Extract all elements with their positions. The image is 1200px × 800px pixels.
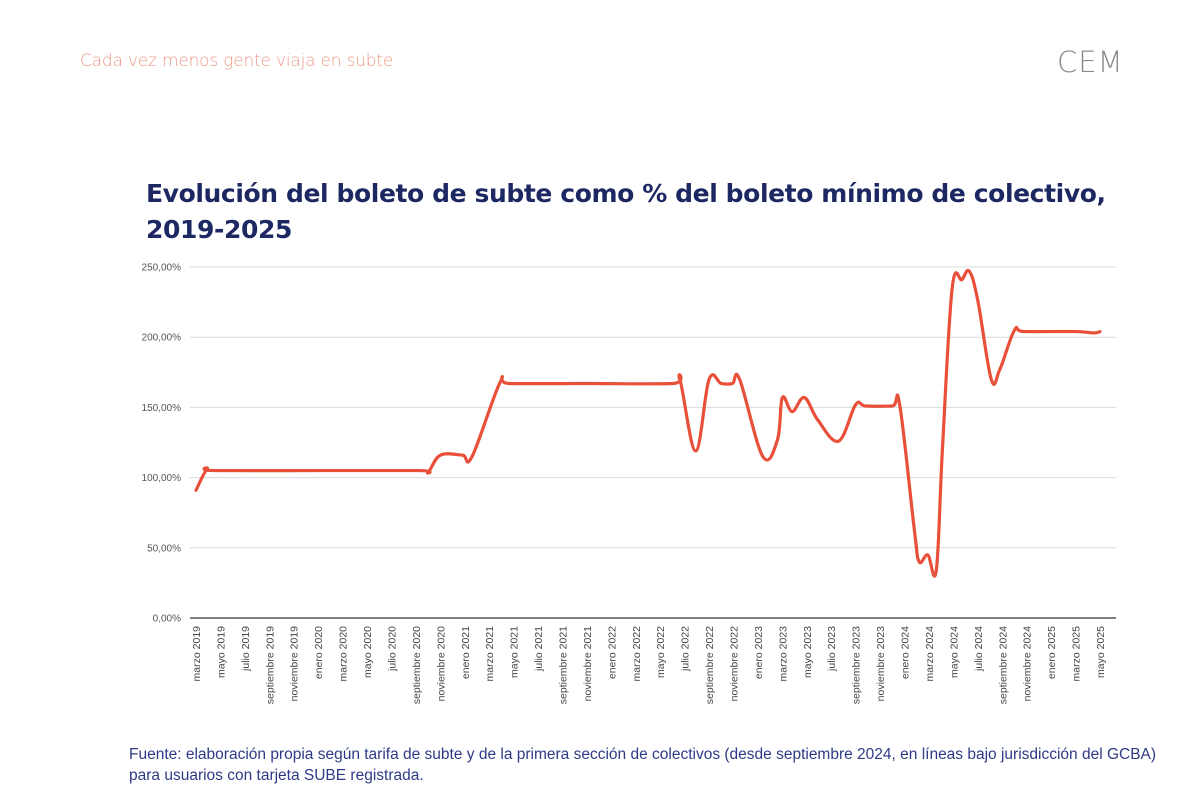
x-tick-label: marzo 2025 — [1071, 626, 1083, 682]
x-tick-label: mayo 2019 — [215, 626, 227, 678]
x-tick-label: marzo 2022 — [631, 626, 643, 682]
section-subtitle: Cada vez menos gente viaja en subte — [80, 51, 394, 71]
x-tick-label: mayo 2021 — [509, 626, 521, 678]
x-tick-label: julio 2023 — [826, 626, 838, 672]
x-tick-label: marzo 2024 — [924, 626, 936, 682]
x-tick-label: mayo 2022 — [655, 626, 667, 678]
x-tick-label: julio 2021 — [533, 626, 545, 672]
x-tick-label: septiembre 2021 — [557, 626, 569, 704]
x-tick-label: noviembre 2019 — [289, 626, 301, 701]
x-tick-label: mayo 2023 — [802, 626, 814, 678]
x-tick-label: noviembre 2022 — [729, 626, 741, 701]
x-tick-label: julio 2024 — [973, 626, 985, 672]
x-tick-label: noviembre 2023 — [875, 626, 887, 701]
x-tick-label: enero 2024 — [900, 626, 912, 679]
x-tick-label: enero 2022 — [606, 626, 618, 679]
x-tick-label: enero 2021 — [460, 626, 472, 679]
y-tick-label: 0,00% — [153, 614, 181, 625]
x-tick-label: julio 2022 — [680, 626, 692, 672]
x-tick-label: mayo 2020 — [362, 626, 374, 678]
chart-title: Evolución del boleto de subte como % del… — [146, 179, 1106, 244]
x-axis-ticks: marzo 2019 mayo 2019 julio 2019 septiembre … — [191, 626, 1107, 704]
x-tick-label: noviembre 2021 — [582, 626, 594, 701]
series-line — [194, 268, 1102, 578]
source-note: Fuente: elaboración propia según tarifa … — [129, 746, 1157, 784]
y-tick-label: 250,00% — [142, 263, 182, 274]
x-tick-label: enero 2025 — [1046, 626, 1058, 679]
x-tick-label: marzo 2019 — [191, 626, 203, 682]
y-tick-label: 200,00% — [142, 333, 182, 344]
x-tick-label: septiembre 2019 — [264, 626, 276, 704]
x-tick-label: septiembre 2022 — [704, 626, 716, 704]
y-tick-label: 100,00% — [142, 473, 182, 484]
y-axis-ticks: 0,00% 50,00% 100,00% 150,00% 200,00% 250,00% — [142, 263, 182, 625]
x-tick-label: septiembre 2020 — [411, 626, 423, 704]
x-tick-label: julio 2019 — [240, 626, 252, 672]
x-tick-label: julio 2020 — [386, 626, 398, 672]
x-tick-label: mayo 2024 — [948, 626, 960, 678]
x-tick-label: enero 2020 — [313, 626, 325, 679]
y-tick-label: 50,00% — [147, 543, 181, 554]
x-tick-label: enero 2023 — [753, 626, 765, 679]
gridlines — [190, 266, 1116, 619]
x-tick-label: septiembre 2023 — [851, 626, 863, 704]
x-tick-label: marzo 2020 — [338, 626, 350, 682]
x-tick-label: marzo 2021 — [484, 626, 496, 682]
brand-logo: CEM — [1057, 45, 1124, 79]
x-tick-label: mayo 2025 — [1095, 626, 1107, 678]
x-tick-label: noviembre 2020 — [435, 626, 447, 701]
x-tick-label: septiembre 2024 — [997, 626, 1009, 704]
y-tick-label: 150,00% — [142, 403, 182, 414]
x-tick-label: noviembre 2024 — [1022, 626, 1034, 701]
x-tick-label: marzo 2023 — [777, 626, 789, 682]
